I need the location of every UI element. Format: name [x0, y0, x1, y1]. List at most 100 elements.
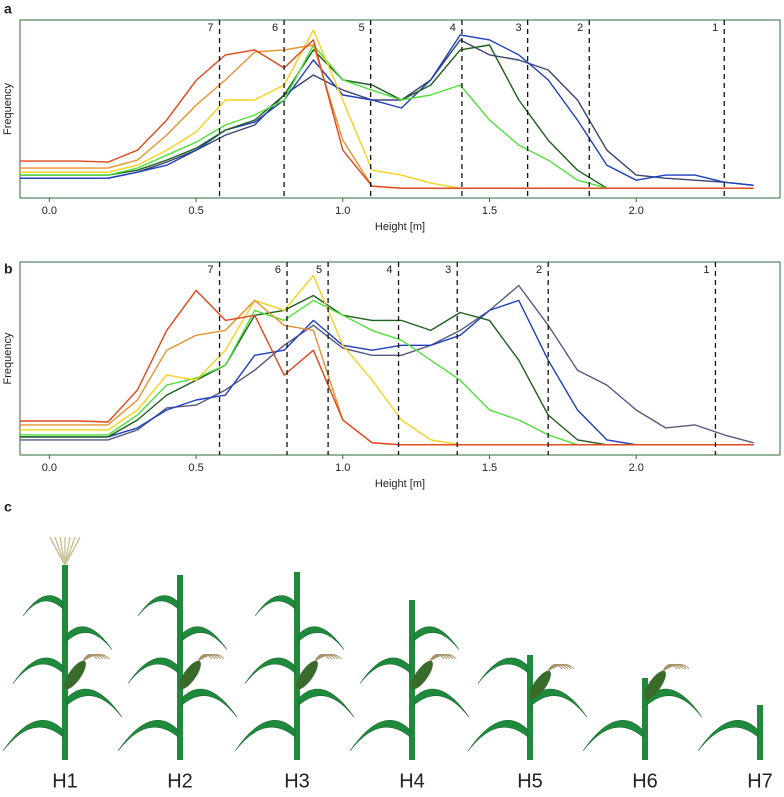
- plant: [2, 536, 123, 760]
- stem: [62, 565, 68, 760]
- ear: [411, 660, 433, 690]
- leaf: [413, 626, 460, 650]
- ear: [296, 660, 318, 690]
- plant: [234, 572, 355, 760]
- series-line: [20, 29, 754, 189]
- ear: [529, 670, 551, 700]
- leaf: [531, 688, 588, 718]
- stem: [294, 572, 300, 760]
- x-tick-label: 1.0: [335, 205, 350, 217]
- plot-frame: [19, 261, 781, 456]
- silk: [314, 654, 342, 662]
- silk: [197, 654, 225, 662]
- plant-label: H5: [517, 770, 543, 792]
- stem: [409, 600, 415, 760]
- reference-label: 3: [516, 22, 522, 34]
- stem: [177, 575, 183, 760]
- series-line: [20, 39, 754, 189]
- silk: [547, 664, 575, 672]
- plant-label: H2: [167, 770, 193, 792]
- reference-label: 2: [536, 264, 542, 276]
- x-tick-label: 0.0: [42, 205, 57, 217]
- x-axis-label: Height [m]: [375, 221, 425, 233]
- reference-label: 6: [272, 22, 278, 34]
- reference-label: 4: [386, 264, 392, 276]
- leaf: [254, 595, 296, 617]
- leaf: [697, 720, 759, 752]
- x-tick-label: 1.0: [335, 462, 350, 474]
- panel-label: b: [4, 261, 13, 277]
- tassel: [64, 536, 81, 566]
- plant: [467, 655, 588, 760]
- leaf: [298, 626, 345, 650]
- leaf: [244, 657, 296, 684]
- reference-label: 3: [445, 264, 451, 276]
- leaf: [298, 688, 355, 718]
- plot-frame: [19, 19, 781, 199]
- x-tick-label: 0.0: [42, 462, 57, 474]
- leaf: [181, 688, 238, 718]
- plant-label: H3: [284, 770, 310, 792]
- x-tick-label: 1.5: [482, 462, 497, 474]
- reference-label: 7: [207, 22, 213, 34]
- plant-label: H7: [747, 770, 773, 792]
- stem: [642, 678, 648, 760]
- x-tick-label: 2.0: [629, 462, 644, 474]
- reference-label: 6: [275, 264, 281, 276]
- silk: [429, 654, 457, 662]
- leaf: [359, 657, 411, 684]
- y-axis-label: Frequency: [2, 332, 14, 384]
- leaf: [12, 657, 64, 684]
- x-tick-label: 2.0: [629, 205, 644, 217]
- series-line: [20, 299, 754, 446]
- leaf: [234, 720, 296, 752]
- series-line: [20, 284, 754, 444]
- leaf: [467, 720, 529, 752]
- leaf: [477, 657, 529, 684]
- leaf: [117, 720, 179, 752]
- leaf: [22, 595, 64, 617]
- panel-label: a: [4, 1, 12, 17]
- reference-label: 2: [577, 22, 583, 34]
- ear: [179, 660, 201, 690]
- x-axis-label: Height [m]: [375, 478, 425, 490]
- series-line: [20, 39, 754, 186]
- reference-label: 4: [450, 22, 456, 34]
- series-line: [20, 34, 754, 186]
- reference-label: 1: [712, 22, 718, 34]
- stem: [757, 705, 763, 760]
- plant-label: H6: [632, 770, 658, 792]
- leaf: [349, 720, 411, 752]
- leaf: [66, 626, 113, 650]
- x-tick-label: 0.5: [188, 462, 203, 474]
- series-line: [20, 299, 754, 446]
- ear: [64, 660, 86, 690]
- reference-label: 5: [359, 22, 365, 34]
- stem: [527, 655, 533, 760]
- plant: [697, 705, 763, 760]
- leaf: [582, 720, 644, 752]
- plant-label: H1: [52, 770, 78, 792]
- leaf: [646, 688, 703, 718]
- plant: [349, 600, 470, 760]
- leaf: [127, 657, 179, 684]
- silk: [662, 664, 690, 672]
- plant: [117, 575, 238, 760]
- series-line: [20, 294, 754, 446]
- silk: [82, 654, 110, 662]
- y-axis-label: Frequency: [2, 83, 14, 135]
- leaf: [2, 720, 64, 752]
- series-line: [20, 299, 754, 446]
- x-tick-label: 1.5: [482, 205, 497, 217]
- plant-label: H4: [399, 770, 425, 792]
- plant: [582, 664, 703, 760]
- leaf: [413, 688, 470, 718]
- leaf: [137, 595, 179, 617]
- series-line: [20, 289, 754, 446]
- leaf: [66, 688, 123, 718]
- reference-label: 7: [207, 264, 213, 276]
- reference-label: 5: [316, 264, 322, 276]
- panel-label: c: [4, 499, 12, 515]
- ear: [644, 670, 666, 700]
